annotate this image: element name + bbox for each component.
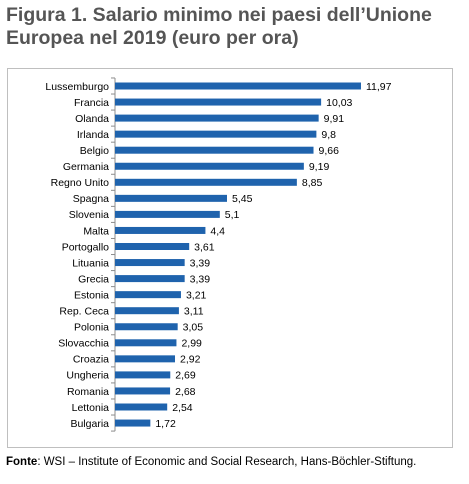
value-label: 9,91 (324, 113, 345, 125)
category-label: Malta (83, 225, 109, 237)
value-label: 3,21 (186, 289, 207, 301)
value-label: 2,99 (181, 338, 202, 350)
chart-frame (7, 68, 453, 448)
bar (115, 130, 317, 138)
bar (115, 178, 297, 186)
category-label: Lussemburgo (45, 81, 109, 93)
value-label: 2,69 (175, 370, 196, 382)
category-label: Croazia (73, 354, 109, 366)
value-label: 3,39 (190, 257, 211, 269)
category-label: Grecia (78, 273, 109, 285)
value-label: 1,72 (155, 418, 176, 430)
value-label: 4,4 (210, 225, 225, 237)
bar (115, 387, 171, 395)
source-note: Fonte: WSI – Institute of Economic and S… (6, 456, 466, 468)
value-label: 10,03 (326, 97, 352, 109)
bar (115, 307, 179, 315)
source-label: Fonte (6, 456, 38, 468)
category-label: Irlanda (77, 129, 109, 141)
bar (115, 371, 171, 379)
category-label: Slovacchia (58, 338, 109, 350)
category-label: Spagna (73, 193, 109, 205)
value-label: 5,45 (232, 193, 253, 205)
category-label: Regno Unito (51, 177, 110, 189)
value-label: 9,19 (309, 161, 330, 173)
category-label: Rep. Ceca (59, 306, 109, 318)
category-label: Ungheria (66, 370, 109, 382)
category-label: Lettonia (72, 402, 110, 414)
category-label: Germania (63, 161, 109, 173)
bar (115, 339, 177, 347)
bar (115, 194, 227, 202)
bar (115, 146, 314, 154)
bar (115, 275, 185, 283)
value-label: 2,54 (172, 402, 193, 414)
category-label: Francia (74, 97, 109, 109)
value-label: 3,11 (184, 306, 204, 318)
bar (115, 98, 322, 106)
figure-title: Figura 1. Salario minimo nei paesi dell’… (6, 4, 432, 49)
bar (115, 114, 319, 122)
bar (115, 259, 185, 267)
value-label: 3,61 (194, 241, 215, 253)
value-label: 3,05 (183, 322, 204, 334)
value-label: 3,39 (190, 273, 211, 285)
value-label: 8,85 (302, 177, 323, 189)
bar (115, 82, 361, 90)
category-label: Romania (67, 386, 109, 398)
value-label: 2,92 (180, 354, 201, 366)
value-label: 11,97 (366, 81, 392, 93)
category-label: Estonia (74, 289, 109, 301)
bar (115, 291, 181, 299)
bar (115, 419, 151, 427)
bar (115, 355, 176, 363)
bar (115, 162, 304, 170)
category-label: Slovenia (69, 209, 109, 221)
bar (115, 243, 190, 250)
category-label: Lituania (72, 257, 109, 269)
bar (115, 226, 206, 234)
bar (115, 403, 168, 411)
value-label: 5,1 (225, 209, 240, 221)
value-label: 9,66 (319, 145, 340, 157)
category-label: Bulgaria (70, 418, 109, 430)
category-label: Olanda (75, 113, 109, 125)
value-label: 9,8 (321, 129, 336, 141)
bar (115, 210, 220, 218)
value-label: 2,68 (175, 386, 196, 398)
bar (115, 323, 178, 331)
category-label: Belgio (80, 145, 109, 157)
category-label: Portogallo (62, 241, 109, 253)
category-label: Polonia (74, 322, 109, 334)
source-text: : WSI – Institute of Economic and Social… (37, 456, 417, 468)
